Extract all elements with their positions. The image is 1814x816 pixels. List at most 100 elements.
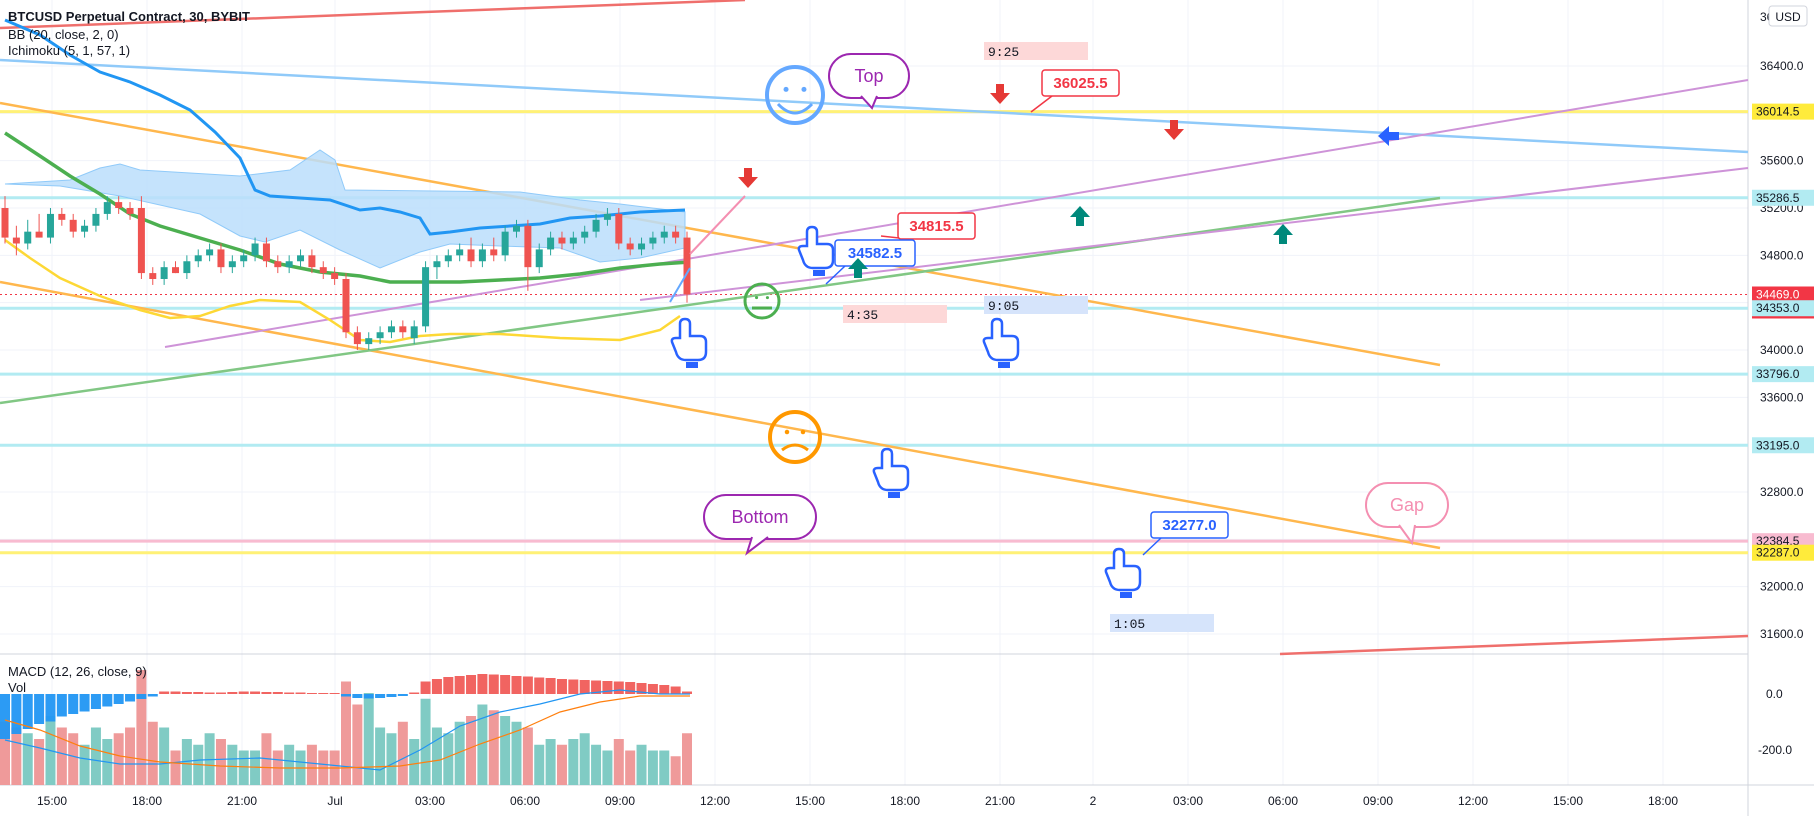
gap-callout-label: Gap <box>1390 495 1424 515</box>
macd-histogram-bar <box>193 692 204 694</box>
macd-histogram-bar <box>147 694 158 697</box>
macd-histogram-bar <box>90 694 101 709</box>
volume-bar <box>363 693 374 785</box>
macd-histogram-bar <box>568 679 579 694</box>
time-tick-label: 03:00 <box>415 794 445 808</box>
macd-histogram-bar <box>443 677 454 694</box>
ichimoku-cloud <box>4 149 686 269</box>
price-tick-label: 33600.0 <box>1760 390 1804 404</box>
gap-callout-tail <box>1398 524 1416 546</box>
volume-bar <box>500 716 511 785</box>
note-34582-box <box>834 239 916 267</box>
dizzy-face-icon-mouth <box>781 443 809 452</box>
time-tick-label: 21:00 <box>985 794 1015 808</box>
volume-bar <box>625 750 636 785</box>
macd-histogram-bar <box>102 694 113 707</box>
price-tick-label: 32800.0 <box>1760 485 1804 499</box>
macd-tick-label: 0.0 <box>1766 687 1783 701</box>
signal-line <box>4 695 690 769</box>
volume-bar <box>341 681 351 785</box>
macd-tick-label: -200.0 <box>1758 743 1792 757</box>
macd-histogram-bar <box>284 692 295 694</box>
macd-histogram-bar <box>420 681 431 694</box>
macd-histogram-bar <box>613 681 624 694</box>
candle-body <box>228 261 236 268</box>
time-box-905-box <box>984 296 1088 314</box>
candle-body <box>274 261 282 268</box>
arrow-up-icon <box>1070 206 1090 226</box>
candle-body <box>444 255 452 262</box>
macd-histogram-bar <box>545 678 556 694</box>
note-36025-pointer <box>1030 95 1053 113</box>
candle-body <box>160 267 168 279</box>
volume-bar <box>147 721 158 785</box>
time-tick-label: 15:00 <box>1553 794 1583 808</box>
time-tick-label: 21:00 <box>227 794 257 808</box>
macd-histogram-bar <box>352 694 363 698</box>
macd-histogram-bar <box>0 694 10 739</box>
macd-histogram-bar <box>488 674 499 694</box>
neutral-face-icon <box>743 282 781 320</box>
projection-arrow <box>669 267 691 303</box>
volume-bar <box>488 710 499 785</box>
macd-volume-pane <box>0 670 692 785</box>
price-label-bg <box>1752 544 1814 561</box>
macd-histogram-bar <box>556 679 567 694</box>
time-tick-label: 18:00 <box>1648 794 1678 808</box>
macd-histogram-bar <box>329 693 340 694</box>
volume-bar <box>352 704 363 785</box>
time-box-435-label: 4:35 <box>847 308 878 323</box>
time-tick-label: 06:00 <box>1268 794 1298 808</box>
candle-body <box>535 249 543 268</box>
price-label-bg <box>1752 286 1814 303</box>
macd-legend[interactable]: MACD (12, 26, close, 9) <box>8 664 147 679</box>
macd-histogram-bar <box>647 684 658 694</box>
price-tick-label: 36400.0 <box>1760 59 1804 73</box>
trend-line <box>639 167 1749 301</box>
vol-legend[interactable]: Vol <box>8 680 27 695</box>
candle-body <box>558 237 566 244</box>
ichimoku-legend[interactable]: Ichimoku (5, 1, 57, 1) <box>8 43 131 58</box>
smiling-face-icon-eye <box>801 86 807 92</box>
ichimoku-kumo <box>4 149 686 269</box>
macd-histogram-bar <box>34 694 45 724</box>
candle-body <box>353 332 361 345</box>
trend-line <box>1279 634 1749 656</box>
time-tick-label: 06:00 <box>510 794 540 808</box>
volume-bar <box>602 750 613 785</box>
candle-body <box>240 255 248 262</box>
arrow-up-icon <box>848 258 868 278</box>
note-36025-label: 36025.5 <box>1053 75 1107 92</box>
macd-histogram-bar <box>261 692 272 694</box>
volume-bar <box>431 727 442 785</box>
volume-bar <box>477 704 488 785</box>
trend-line <box>0 196 1441 405</box>
candle-body <box>615 213 623 244</box>
price-label-bg <box>1752 366 1814 383</box>
volume-bar <box>466 716 477 785</box>
candle-body <box>194 255 202 262</box>
candle-body <box>137 208 145 274</box>
arrow-down-icon <box>738 168 758 188</box>
macd-histogram-bar <box>602 681 613 694</box>
pointing-hand-icon-cuff <box>686 362 698 368</box>
macd-histogram-bar <box>45 694 56 722</box>
price-label: 32287.0 <box>1756 546 1800 560</box>
currency-badge <box>1768 5 1808 27</box>
candle-body <box>626 243 634 250</box>
pointing-hand-icon-cuff <box>888 492 900 498</box>
candle-body <box>399 326 407 333</box>
candle-body <box>387 326 395 333</box>
price-label: 33195.0 <box>1756 438 1800 452</box>
symbol-title[interactable]: BTCUSD Perpetual Contract, 30, BYBIT <box>8 9 250 24</box>
candle-body <box>217 249 225 268</box>
bb-legend[interactable]: BB (20, close, 2, 0) <box>8 27 119 42</box>
macd-histogram-bar <box>431 679 442 694</box>
candle-body <box>365 338 373 345</box>
volume-bar <box>68 733 79 785</box>
macd-histogram-bar <box>341 694 351 697</box>
drawings-layer: Top Bottom Gap 36025.5 34815.5 34582.5 32277.0… <box>669 42 1449 632</box>
volume-bar <box>34 739 45 785</box>
